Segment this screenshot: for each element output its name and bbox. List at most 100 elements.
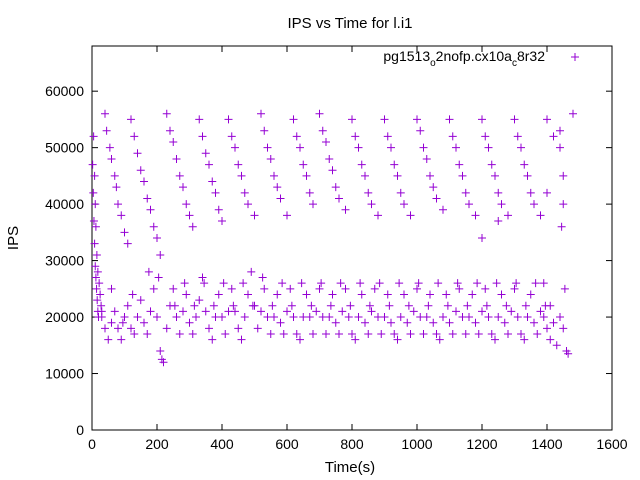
data-point — [351, 335, 360, 344]
data-point — [273, 183, 282, 192]
data-point — [326, 301, 335, 310]
data-point — [569, 109, 577, 118]
data-point — [491, 171, 499, 180]
data-point — [513, 313, 522, 322]
data-point — [523, 171, 532, 180]
data-point — [229, 301, 238, 310]
data-point — [114, 200, 122, 209]
data-point — [325, 313, 334, 322]
data-point — [218, 217, 226, 226]
data-point — [312, 307, 321, 316]
data-point — [208, 177, 217, 186]
data-point — [406, 330, 415, 338]
data-point — [169, 138, 178, 146]
legend-plus-marker — [571, 53, 579, 61]
y-tick-label: 0 — [76, 422, 84, 438]
data-point — [110, 307, 119, 316]
data-point — [101, 109, 109, 118]
data-point — [231, 143, 239, 152]
data-point — [133, 313, 142, 322]
data-point — [299, 160, 308, 169]
data-point — [92, 250, 101, 259]
data-point — [227, 132, 236, 141]
data-point — [439, 313, 447, 322]
data-point — [159, 358, 168, 367]
data-point — [123, 301, 132, 310]
data-point — [201, 149, 210, 158]
data-point — [263, 143, 272, 152]
data-point — [179, 307, 187, 316]
x-tick-label: 1600 — [596, 436, 627, 452]
data-point — [426, 171, 434, 180]
y-tick-label: 40000 — [45, 196, 84, 212]
data-point — [448, 132, 457, 141]
data-point — [89, 188, 98, 197]
data-point — [90, 239, 99, 248]
data-point — [517, 143, 525, 152]
data-point — [543, 115, 551, 124]
data-point — [214, 205, 223, 214]
data-point — [276, 318, 285, 327]
data-point — [354, 313, 363, 322]
data-point — [112, 183, 121, 192]
data-point — [90, 171, 99, 180]
data-point — [123, 239, 132, 248]
data-point — [530, 200, 538, 209]
data-point — [552, 341, 561, 350]
data-point — [463, 301, 472, 310]
data-point — [315, 109, 324, 118]
data-point — [413, 115, 421, 124]
data-point — [487, 160, 496, 169]
data-point — [107, 318, 116, 327]
data-point — [96, 290, 105, 299]
data-point — [221, 330, 230, 338]
data-point — [188, 330, 197, 338]
data-point — [559, 200, 568, 209]
data-point — [543, 188, 551, 197]
data-point — [278, 279, 287, 288]
data-point — [240, 188, 249, 197]
data-point — [309, 330, 317, 338]
data-point — [374, 211, 382, 220]
data-point — [146, 205, 155, 214]
data-point — [520, 160, 529, 169]
data-point — [539, 279, 548, 288]
data-point — [128, 290, 137, 299]
y-tick-label: 30000 — [45, 253, 84, 269]
data-point — [192, 313, 200, 322]
data-point — [533, 330, 542, 338]
data-point — [93, 267, 102, 276]
data-point — [404, 301, 413, 310]
data-point — [117, 335, 126, 344]
data-point — [331, 183, 340, 192]
data-point — [560, 284, 569, 293]
data-point — [175, 171, 184, 180]
data-point — [200, 279, 209, 288]
data-point — [156, 250, 165, 259]
data-point — [426, 290, 434, 299]
data-point — [419, 143, 428, 152]
data-point — [318, 126, 327, 135]
data-point — [453, 279, 462, 288]
data-point — [557, 222, 566, 231]
data-point — [356, 279, 365, 288]
data-point — [507, 307, 516, 316]
data-point — [492, 279, 501, 288]
data-point — [209, 301, 218, 310]
x-axis-label: Time(s) — [325, 459, 375, 476]
data-point — [526, 290, 535, 299]
data-point — [439, 205, 447, 214]
data-point — [536, 307, 545, 316]
data-point — [179, 183, 187, 192]
data-point — [452, 307, 460, 316]
data-point — [458, 171, 467, 180]
data-point — [559, 171, 568, 180]
data-point — [190, 301, 199, 310]
data-point — [214, 290, 223, 299]
data-point — [393, 335, 402, 344]
y-tick-label: 10000 — [45, 366, 84, 382]
data-point — [513, 132, 522, 141]
data-point — [432, 194, 441, 203]
data-point — [502, 301, 511, 310]
data-point — [387, 143, 395, 152]
